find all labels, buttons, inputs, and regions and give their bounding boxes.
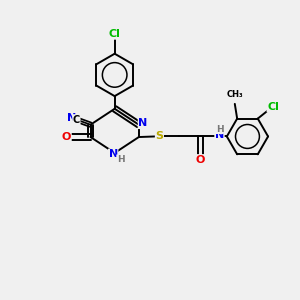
Text: N: N [215, 130, 224, 140]
Text: N: N [138, 118, 148, 128]
Text: C: C [73, 115, 80, 125]
Text: H: H [216, 124, 223, 134]
Text: Cl: Cl [267, 102, 279, 112]
Text: S: S [155, 131, 164, 142]
Text: O: O [196, 155, 205, 165]
Text: N: N [67, 112, 76, 123]
Text: N: N [109, 149, 118, 159]
Text: O: O [62, 132, 71, 142]
Text: CH₃: CH₃ [226, 90, 243, 99]
Text: Cl: Cl [109, 29, 121, 39]
Text: H: H [117, 155, 124, 164]
